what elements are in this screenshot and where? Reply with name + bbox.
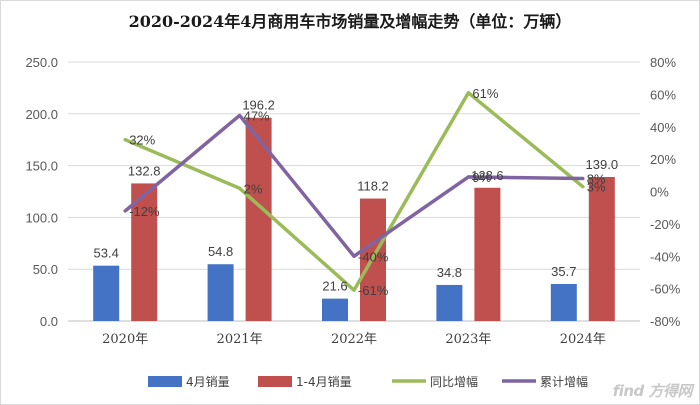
left-tick-label: 0.0 xyxy=(40,314,58,329)
line-data-label: 32% xyxy=(129,133,155,148)
legend-label: 累计增幅 xyxy=(540,374,588,389)
gridlines xyxy=(68,61,640,322)
lines xyxy=(123,91,585,292)
bar xyxy=(436,284,463,321)
right-tick-label: -60% xyxy=(650,282,681,297)
right-tick-label: -80% xyxy=(650,314,681,329)
chart-title: 2020-2024年4月商用车市场销量及增幅走势（单位：万辆） xyxy=(128,12,572,31)
legend-swatch xyxy=(148,376,182,387)
right-axis: -80% -60% -40% -20% 0% 20% 40% 60% 80% xyxy=(650,55,681,329)
bar-data-label: 53.4 xyxy=(94,246,119,261)
category-label: 2024年 xyxy=(560,332,606,347)
data-labels: 53.4 54.8 21.6 34.8 35.7 132.8 196.2 118.2 128.6… xyxy=(94,86,619,298)
bar xyxy=(322,298,348,321)
bar xyxy=(550,284,577,321)
category-label: 2023年 xyxy=(445,332,491,347)
left-tick-label: 250.0 xyxy=(25,55,58,70)
legend-label: 同比增幅 xyxy=(430,374,478,389)
category-label: 2021年 xyxy=(217,332,263,347)
bar-data-label: 132.8 xyxy=(128,163,161,178)
category-label: 2020年 xyxy=(102,332,148,347)
bar xyxy=(93,265,120,321)
legend-label: 1-4月销量 xyxy=(296,375,352,389)
right-tick-label: -20% xyxy=(650,217,681,232)
line-data-label: 61% xyxy=(472,86,498,101)
series-line xyxy=(123,91,585,292)
bar-data-label: 118.2 xyxy=(357,179,389,194)
line-data-label: 2% xyxy=(244,181,263,196)
left-tick-label: 100.0 xyxy=(25,210,58,225)
legend: 4月销量 1-4月销量 同比增幅 累计增幅 xyxy=(148,374,588,389)
category-axis: 2020年 2021年 2022年 2023年 2024年 xyxy=(102,332,606,347)
bar-data-label: 34.8 xyxy=(437,265,462,280)
left-axis: 0.0 50.0 100.0 150.0 200.0 250.0 xyxy=(25,55,58,329)
bar-data-label: 21.6 xyxy=(322,279,347,294)
left-tick-label: 150.0 xyxy=(25,159,58,174)
bar-data-label: 196.2 xyxy=(242,98,275,113)
bar-data-label: 54.8 xyxy=(208,244,233,259)
line-data-label: 3% xyxy=(587,180,606,195)
line-data-label: -61% xyxy=(358,283,389,298)
bars xyxy=(93,117,615,321)
legend-label: 4月销量 xyxy=(186,375,230,389)
watermark-logo: find 方得网 xyxy=(612,382,693,400)
bar xyxy=(588,176,615,321)
bar-data-label: 35.7 xyxy=(551,264,576,279)
bar xyxy=(207,264,234,321)
bar-data-label: 128.6 xyxy=(471,168,504,183)
left-tick-label: 50.0 xyxy=(33,262,58,277)
right-tick-label: 80% xyxy=(650,55,676,70)
line-data-label: 9% xyxy=(472,170,491,185)
right-tick-label: 20% xyxy=(650,152,676,167)
line-data-label: 8% xyxy=(587,172,606,187)
bar xyxy=(474,187,501,321)
right-tick-label: 40% xyxy=(650,120,676,135)
right-tick-label: 0% xyxy=(650,185,669,200)
bar-data-label: 139.0 xyxy=(586,157,619,172)
bar xyxy=(131,183,158,321)
line-data-label: -40% xyxy=(358,249,389,264)
left-tick-label: 200.0 xyxy=(25,107,58,122)
series-line xyxy=(123,113,585,258)
category-label: 2022年 xyxy=(331,332,377,347)
right-tick-label: 60% xyxy=(650,87,676,102)
legend-swatch xyxy=(258,376,292,387)
line-data-label: 47% xyxy=(244,108,270,123)
right-tick-label: -40% xyxy=(650,249,681,264)
line-data-label: -12% xyxy=(129,204,160,219)
